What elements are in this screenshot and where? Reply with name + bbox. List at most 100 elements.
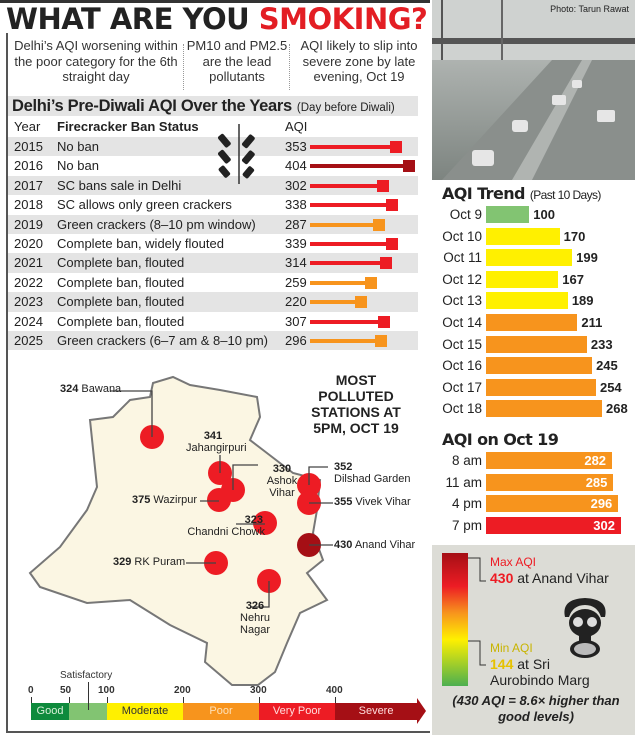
table-row: 2021 Complete ban, flouted 314 [8, 253, 418, 273]
scale-segment: Moderate [107, 703, 183, 720]
bar-label: Oct 14 [442, 315, 482, 330]
bar [486, 452, 613, 469]
aqi-bar [310, 339, 381, 343]
map-title: MOST POLLUTED STATIONS AT 5PM, OCT 19 [311, 372, 401, 436]
scale-segment: Good [31, 703, 69, 720]
table-row: 2020 Complete ban, widely flouted 339 [8, 234, 418, 253]
station-label: 329 RK Puram [113, 556, 185, 568]
status-cell: SC bans sale in Delhi [57, 177, 182, 193]
bullet-2: PM10 and PM2.5 are the lead pollutants [186, 38, 288, 84]
status-cell: SC allows only green crackers [57, 197, 232, 213]
station-label: 330 Ashok Vihar [255, 463, 309, 499]
aqi-cell: 302 [285, 177, 307, 193]
aqi-bar [310, 261, 386, 266]
scale-tick-label: 200 [174, 685, 191, 696]
table-row: 2017 SC bans sale in Delhi 302 [8, 175, 418, 196]
trend-title-text: AQI Trend [442, 184, 525, 203]
bar-value: 170 [563, 228, 586, 244]
bar-value: 302 [593, 518, 615, 534]
bar-value: 199 [576, 250, 598, 266]
title-highlight: SMOKING? [258, 2, 428, 36]
bar-label: 8 am [451, 453, 482, 468]
station-name: Bawana [81, 383, 122, 395]
bar-label: Oct 18 [442, 401, 482, 417]
col-status: Firecracker Ban Status [57, 119, 199, 134]
aqi-bar-cap [374, 335, 387, 347]
bullet-1: Delhi’s AQI worsening within the poor ca… [14, 38, 178, 84]
station-label: 324 Bawana [60, 383, 121, 395]
gas-mask-icon [564, 598, 606, 658]
aqi-cell: 259 [285, 274, 307, 290]
bar-value: 189 [571, 293, 594, 309]
station-aqi: 352 [334, 461, 353, 473]
bar-label: Oct 13 [442, 293, 482, 309]
delhi-map [28, 375, 333, 686]
bar-value: 296 [590, 496, 613, 512]
title-part: WHAT ARE YOU [6, 2, 259, 36]
table-title: Delhi’s Pre-Diwali AQI Over the Years [12, 97, 292, 115]
scale-arrowhead [417, 698, 426, 724]
aqi-bar-cap [385, 199, 398, 212]
aqi-cell: 404 [285, 158, 307, 174]
connector-lines [468, 557, 486, 666]
bar-label: Oct 9 [449, 207, 482, 222]
status-cell: No ban [57, 158, 99, 174]
table-subtitle: (Day before Diwali) [296, 102, 395, 114]
divider [183, 44, 184, 90]
bar-value: 245 [596, 358, 618, 374]
bar [486, 495, 619, 513]
col-year: Year [14, 119, 41, 134]
station-aqi: 330 [272, 463, 292, 475]
left-panel [6, 33, 430, 733]
scale-segment: Very Poor [259, 703, 335, 720]
year-cell: 2021 [14, 255, 43, 271]
station-label: 355 Vivek Vihar [334, 496, 411, 508]
bar [486, 378, 596, 396]
aqi-cell: 307 [285, 313, 307, 329]
trend-title: AQI Trend (Past 10 Days) [442, 184, 601, 203]
aqi-bar-cap [355, 296, 368, 309]
bar [486, 400, 603, 418]
bar-label: Oct 12 [442, 271, 482, 287]
year-cell: 2022 [14, 274, 43, 290]
station-name: Dilshad Garden [334, 473, 411, 485]
station-name: Ashok Vihar [266, 475, 298, 499]
bar-label: Oct 10 [442, 228, 482, 244]
year-cell: 2017 [14, 177, 43, 193]
aqi-bar [310, 222, 379, 227]
station-name: RK Puram [134, 556, 186, 568]
year-cell: 2018 [14, 197, 43, 213]
max-place: at Anand Vihar [517, 570, 609, 586]
status-cell: Complete ban, widely flouted [57, 236, 224, 251]
scale-tick-label: 50 [60, 685, 72, 696]
table-row: 2015 No ban 353 [8, 137, 418, 157]
year-cell: 2023 [14, 294, 43, 310]
aqi-bar [310, 242, 393, 246]
leader-line [250, 581, 270, 608]
aqi-bar [310, 203, 392, 208]
satisfactory-pointer [88, 682, 89, 710]
min-info: 144 at Sri Aurobindo Marg [490, 656, 590, 688]
aqi-cell: 287 [285, 216, 307, 232]
scale-segment: Severe [335, 703, 418, 720]
station-name: Vivek Vihar [355, 496, 411, 508]
min-value: 144 [490, 656, 514, 672]
bar [486, 473, 614, 491]
station-aqi: 326 [245, 600, 265, 612]
extremes-panel: Max AQI 430 at Anand Vihar Min AQI 144 a… [432, 545, 635, 735]
highway-photo: Photo: Tarun Rawat [432, 0, 635, 180]
scale-tick-label: 300 [250, 685, 267, 696]
aqi-bar [310, 145, 396, 149]
aqi-cell: 296 [285, 333, 307, 348]
station-name: Chandni Chowk [187, 526, 265, 538]
max-info: 430 at Anand Vihar [490, 570, 609, 586]
aqi-bar-cap [376, 179, 389, 192]
table-row: 2016 No ban 404 [8, 156, 418, 175]
road-image [432, 0, 635, 180]
bar-value: 100 [533, 207, 555, 222]
leader-line [110, 390, 153, 437]
bar-value: 282 [584, 453, 607, 468]
aqi-bar [310, 164, 410, 169]
photo-credit: Photo: Tarun Rawat [550, 4, 629, 14]
satisfactory-label: Satisfactory [60, 670, 113, 681]
